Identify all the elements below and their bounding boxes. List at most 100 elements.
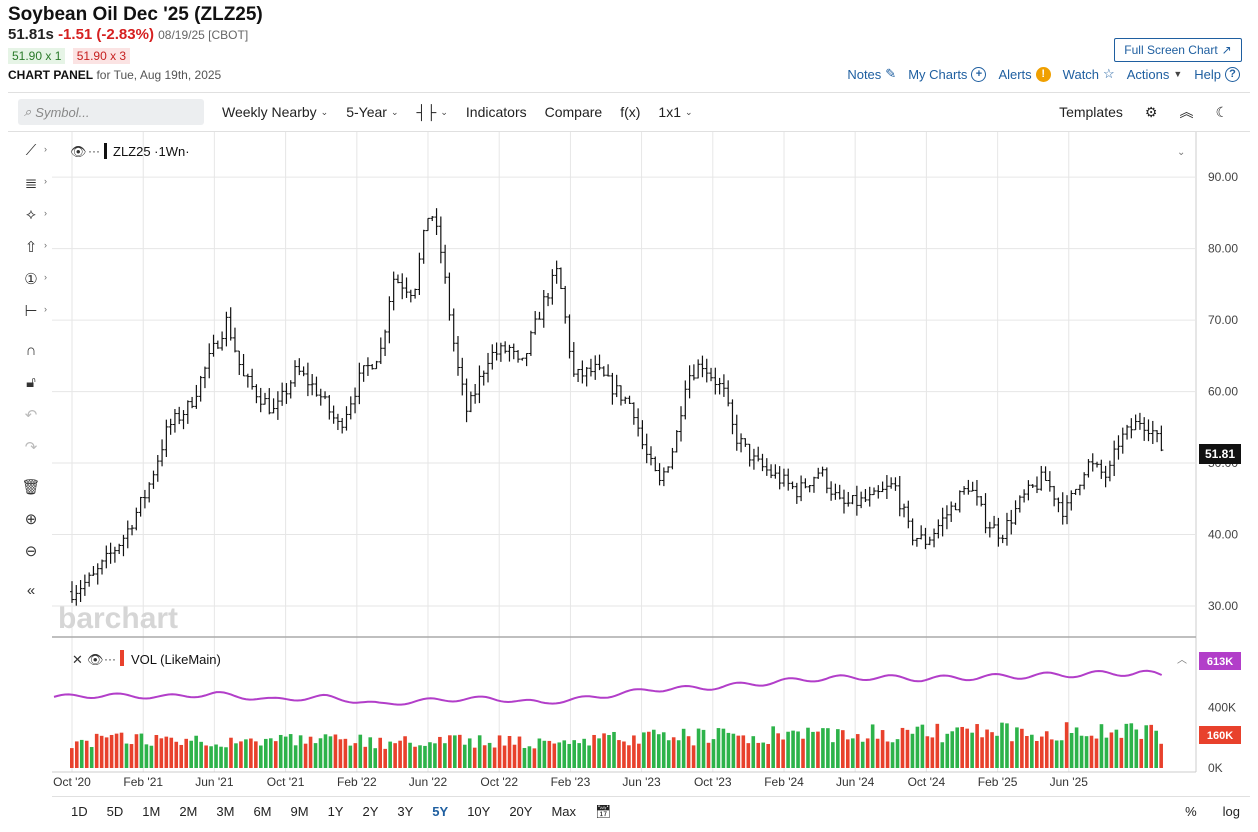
shape-tool-icon[interactable]: ⟡ › (26, 206, 47, 223)
volume-bar (453, 735, 457, 768)
volume-bar (313, 743, 318, 768)
trash-icon[interactable]: 🗑︎ (21, 479, 41, 496)
frequency-dropdown[interactable]: Weekly Nearby ⌄ (222, 104, 328, 120)
volume-bar (1109, 732, 1114, 768)
volume-bar (860, 741, 865, 768)
volume-bar (438, 736, 442, 768)
price-bar (1017, 495, 1022, 513)
price-bar (1073, 488, 1078, 495)
period-1m[interactable]: 1M (142, 804, 161, 819)
price-bar (554, 260, 559, 284)
price-bar (799, 475, 804, 502)
price-bars (70, 208, 1164, 606)
period-3y[interactable]: 3Y (397, 804, 414, 819)
unlock-icon[interactable]: 🔓︎ (26, 374, 36, 391)
calendar-icon[interactable]: 📅︎ (595, 803, 612, 819)
actions-menu[interactable]: Actions ▼ (1127, 66, 1183, 82)
price-bar (893, 477, 898, 491)
settings-gear-icon[interactable]: ⚙ (1144, 103, 1158, 120)
price-bar (451, 308, 456, 352)
volume-bar (164, 736, 169, 768)
price-bar (533, 311, 538, 335)
volume-bar (423, 745, 427, 768)
chart-type-dropdown[interactable]: ┤├ ⌄ (417, 104, 448, 120)
watch-link[interactable]: Watch ☆ (1063, 66, 1115, 82)
line-tool-icon[interactable]: ⟋ › (25, 142, 47, 159)
my-charts-link[interactable]: My Charts + (908, 66, 987, 82)
alerts-link[interactable]: Alerts! (998, 66, 1051, 82)
price-bar (1034, 476, 1039, 494)
volume-color-swatch (120, 650, 124, 666)
period-5y[interactable]: 5Y (432, 804, 449, 819)
volume-bar (1139, 738, 1144, 768)
volume-bar (204, 745, 208, 768)
percent-toggle[interactable]: % (1185, 804, 1197, 819)
price-bar (100, 559, 105, 575)
period-6m[interactable]: 6M (253, 804, 272, 819)
volume-bar (850, 738, 855, 768)
x-tick-label: Oct '23 (694, 775, 732, 789)
period-20y[interactable]: 20Y (509, 804, 533, 819)
price-bar (477, 365, 482, 404)
price-bar (584, 367, 589, 387)
price-bar (794, 482, 799, 504)
period-3m[interactable]: 3M (216, 804, 235, 819)
volume-bar (1089, 735, 1094, 768)
magnet-icon[interactable]: ∩ (25, 342, 37, 359)
period-2y[interactable]: 2Y (362, 804, 379, 819)
price-bar (648, 446, 653, 466)
dark-mode-moon-icon[interactable]: ☾ (1215, 103, 1228, 120)
zoom-in-icon[interactable]: ⊕ (24, 511, 38, 528)
volume-bar (268, 738, 273, 768)
full-screen-chart-button[interactable]: Full Screen Chart ↗ (1114, 38, 1242, 62)
price-bar (314, 376, 319, 397)
collapse-up-icon[interactable]: ︽ (1179, 104, 1194, 120)
volume-bar (885, 741, 890, 768)
period-1y[interactable]: 1Y (327, 804, 344, 819)
measure-tool-icon[interactable]: ⊢ › (24, 303, 47, 320)
period-10y[interactable]: 10Y (467, 804, 491, 819)
help-link[interactable]: Help? (1194, 66, 1240, 82)
period-5d[interactable]: 5D (106, 804, 124, 819)
bid-ask: 51.90 x 1 51.90 x 3 (8, 48, 131, 64)
indicators-button[interactable]: Indicators (465, 104, 527, 120)
price-bar (897, 475, 902, 517)
compare-button[interactable]: Compare (544, 104, 603, 120)
period-max[interactable]: Max (551, 804, 577, 819)
price-bar (824, 467, 829, 494)
arrow-tool-icon[interactable]: ⇧ › (24, 239, 47, 256)
volume-bar (696, 728, 701, 768)
volume-bar (791, 730, 795, 768)
price-bar (846, 491, 851, 507)
notes-link[interactable]: Notes ✎ (847, 66, 896, 82)
volume-bar (1149, 724, 1154, 768)
log-toggle[interactable]: log (1222, 804, 1240, 819)
volume-bars (70, 722, 1163, 768)
volume-bar (527, 746, 532, 768)
symbol-search[interactable]: ⌕ Symbol... (18, 99, 204, 125)
function-button[interactable]: f(x) (620, 104, 641, 120)
price-bar (944, 505, 949, 530)
redo-icon[interactable]: ↷ (24, 439, 38, 456)
volume-bar (736, 735, 741, 768)
period-1d[interactable]: 1D (71, 804, 88, 819)
templates-button[interactable]: Templates (1059, 104, 1123, 120)
price-bar (425, 217, 430, 232)
layout-dropdown[interactable]: 1x1 ⌄ (658, 104, 692, 120)
price-bar (661, 467, 666, 487)
volume-bar (418, 745, 422, 768)
undo-icon[interactable]: ↶ (24, 407, 38, 424)
collapse-left-icon[interactable]: « (26, 582, 36, 599)
zoom-out-icon[interactable]: ⊖ (24, 543, 38, 560)
period-9m[interactable]: 9M (290, 804, 309, 819)
price-bar (841, 489, 846, 514)
fib-tool-icon[interactable]: ≣ › (24, 175, 47, 192)
period-2m[interactable]: 2M (179, 804, 198, 819)
volume-bar (661, 732, 666, 768)
volume-bar (532, 748, 537, 768)
volume-bar (651, 729, 656, 768)
annotation-tool-icon[interactable]: ① › (24, 271, 47, 288)
price-bar (966, 479, 971, 495)
range-dropdown[interactable]: 5-Year ⌄ (346, 104, 398, 120)
price-bar (443, 244, 448, 284)
